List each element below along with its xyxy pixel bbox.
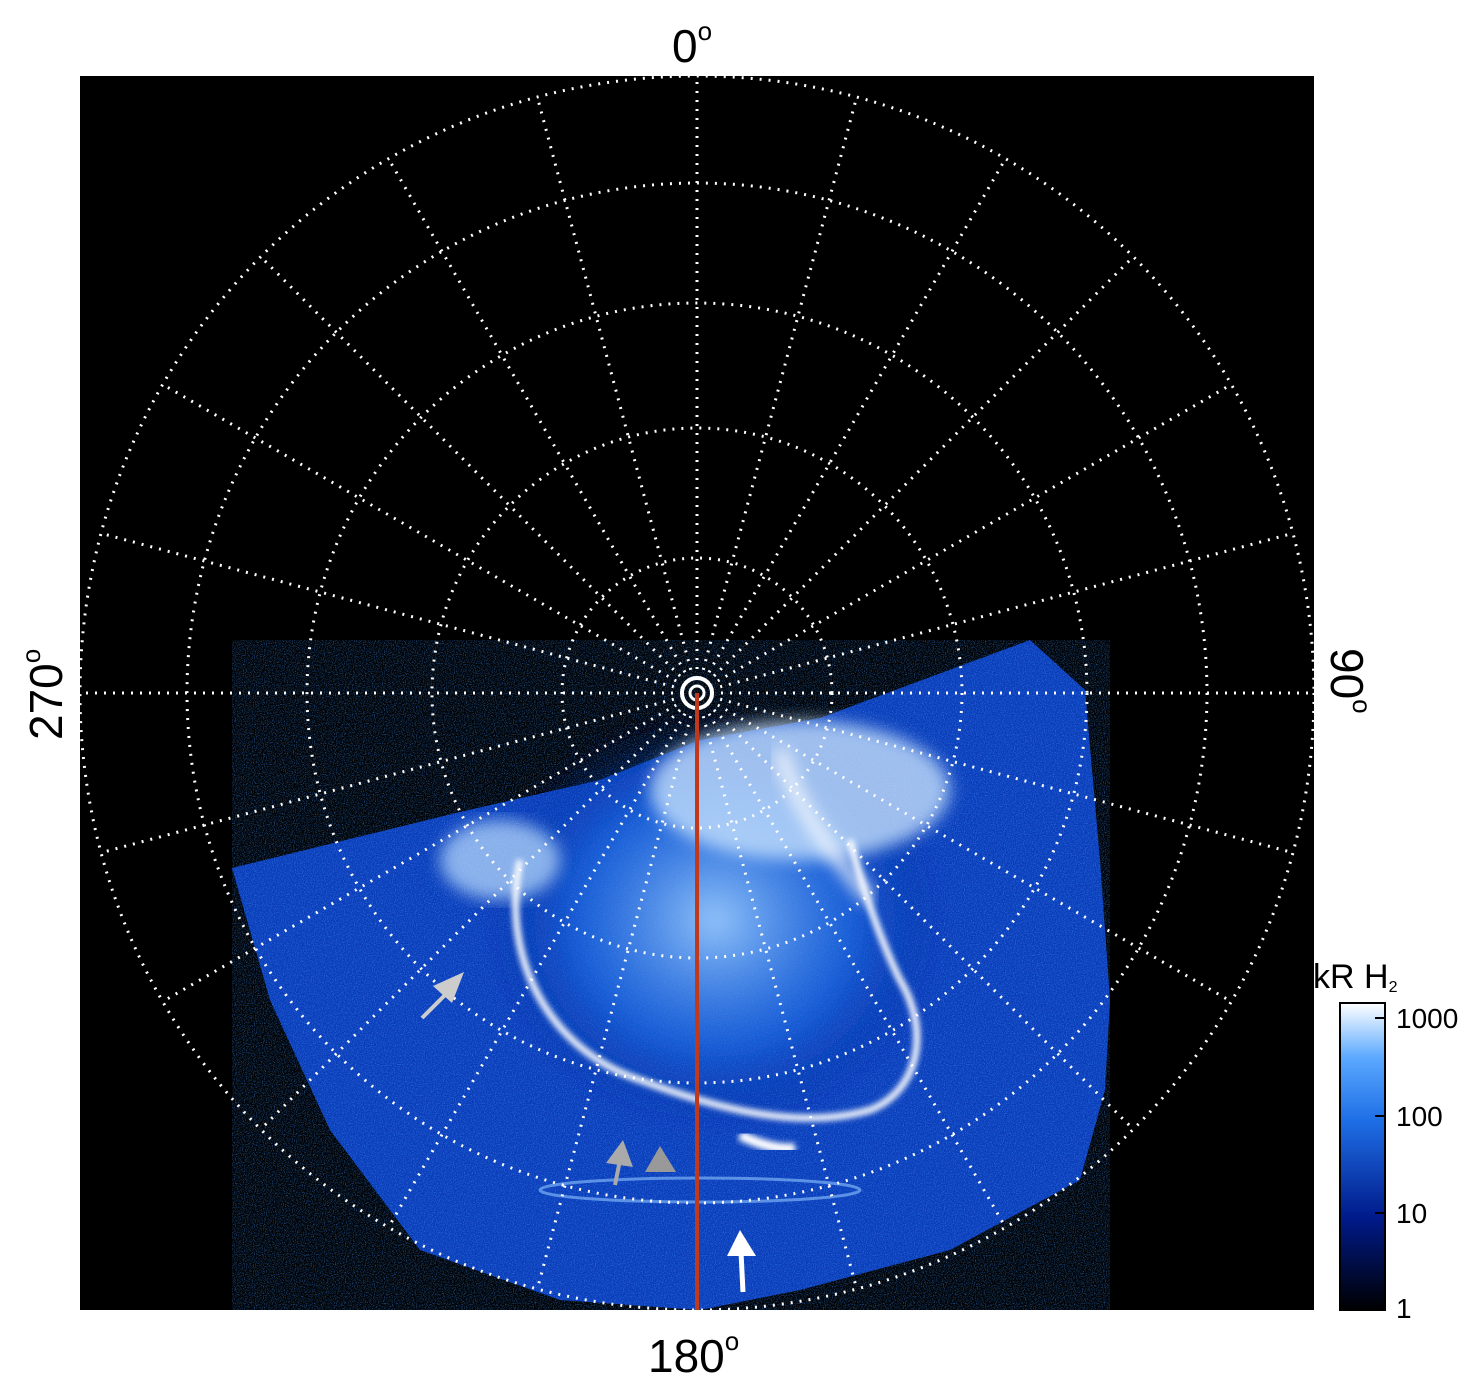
longitude-label-0: 0o bbox=[672, 16, 713, 72]
arrow-left bbox=[420, 972, 464, 1020]
arrow-gray-1 bbox=[606, 1140, 633, 1186]
meridian-line bbox=[387, 157, 691, 681]
meridian-line bbox=[703, 705, 1007, 1229]
meridian-line bbox=[711, 531, 1294, 691]
meridian-line bbox=[699, 707, 859, 1290]
meridian-line bbox=[709, 699, 1233, 1003]
colorbar-tick-label: 100 bbox=[1396, 1101, 1443, 1132]
meridian-line bbox=[706, 255, 1135, 684]
meridian-line bbox=[699, 96, 859, 679]
colorbar-tick-label: 10 bbox=[1396, 1198, 1428, 1229]
colorbar-tick-label: 1 bbox=[1396, 1293, 1412, 1324]
meridian-line bbox=[703, 157, 1007, 681]
colorbar-tick-label: 1000 bbox=[1396, 1003, 1459, 1034]
meridian-line bbox=[161, 699, 685, 1003]
meridian-line bbox=[259, 255, 688, 684]
meridian-line bbox=[100, 695, 683, 855]
meridian-line bbox=[709, 383, 1233, 687]
meridian-line bbox=[706, 702, 1135, 1131]
meridian-line bbox=[161, 383, 685, 687]
longitude-label-90: 90o bbox=[1321, 648, 1377, 714]
arrow-bottom bbox=[727, 1230, 756, 1293]
longitude-label-270: 270o bbox=[16, 648, 72, 740]
meridian-line bbox=[535, 707, 695, 1290]
upper-streak bbox=[773, 748, 876, 905]
meridian-line bbox=[259, 702, 688, 1131]
colorbar-title: kR H2 bbox=[1313, 958, 1398, 996]
main-oval-arc bbox=[512, 839, 921, 1122]
meridian-line bbox=[100, 531, 683, 691]
longitude-label-180: 180o bbox=[648, 1326, 740, 1382]
meridian-line bbox=[711, 695, 1294, 855]
colorbar-ticks bbox=[1375, 1017, 1385, 1309]
meridian-line bbox=[535, 96, 695, 679]
colorbar bbox=[1339, 1002, 1386, 1311]
oval-bright-spot bbox=[737, 1130, 796, 1154]
faint-arc bbox=[538, 1176, 862, 1204]
left-bright-band bbox=[440, 820, 560, 900]
meridian-line bbox=[387, 705, 691, 1229]
arrowhead-gray-2 bbox=[645, 1146, 676, 1172]
